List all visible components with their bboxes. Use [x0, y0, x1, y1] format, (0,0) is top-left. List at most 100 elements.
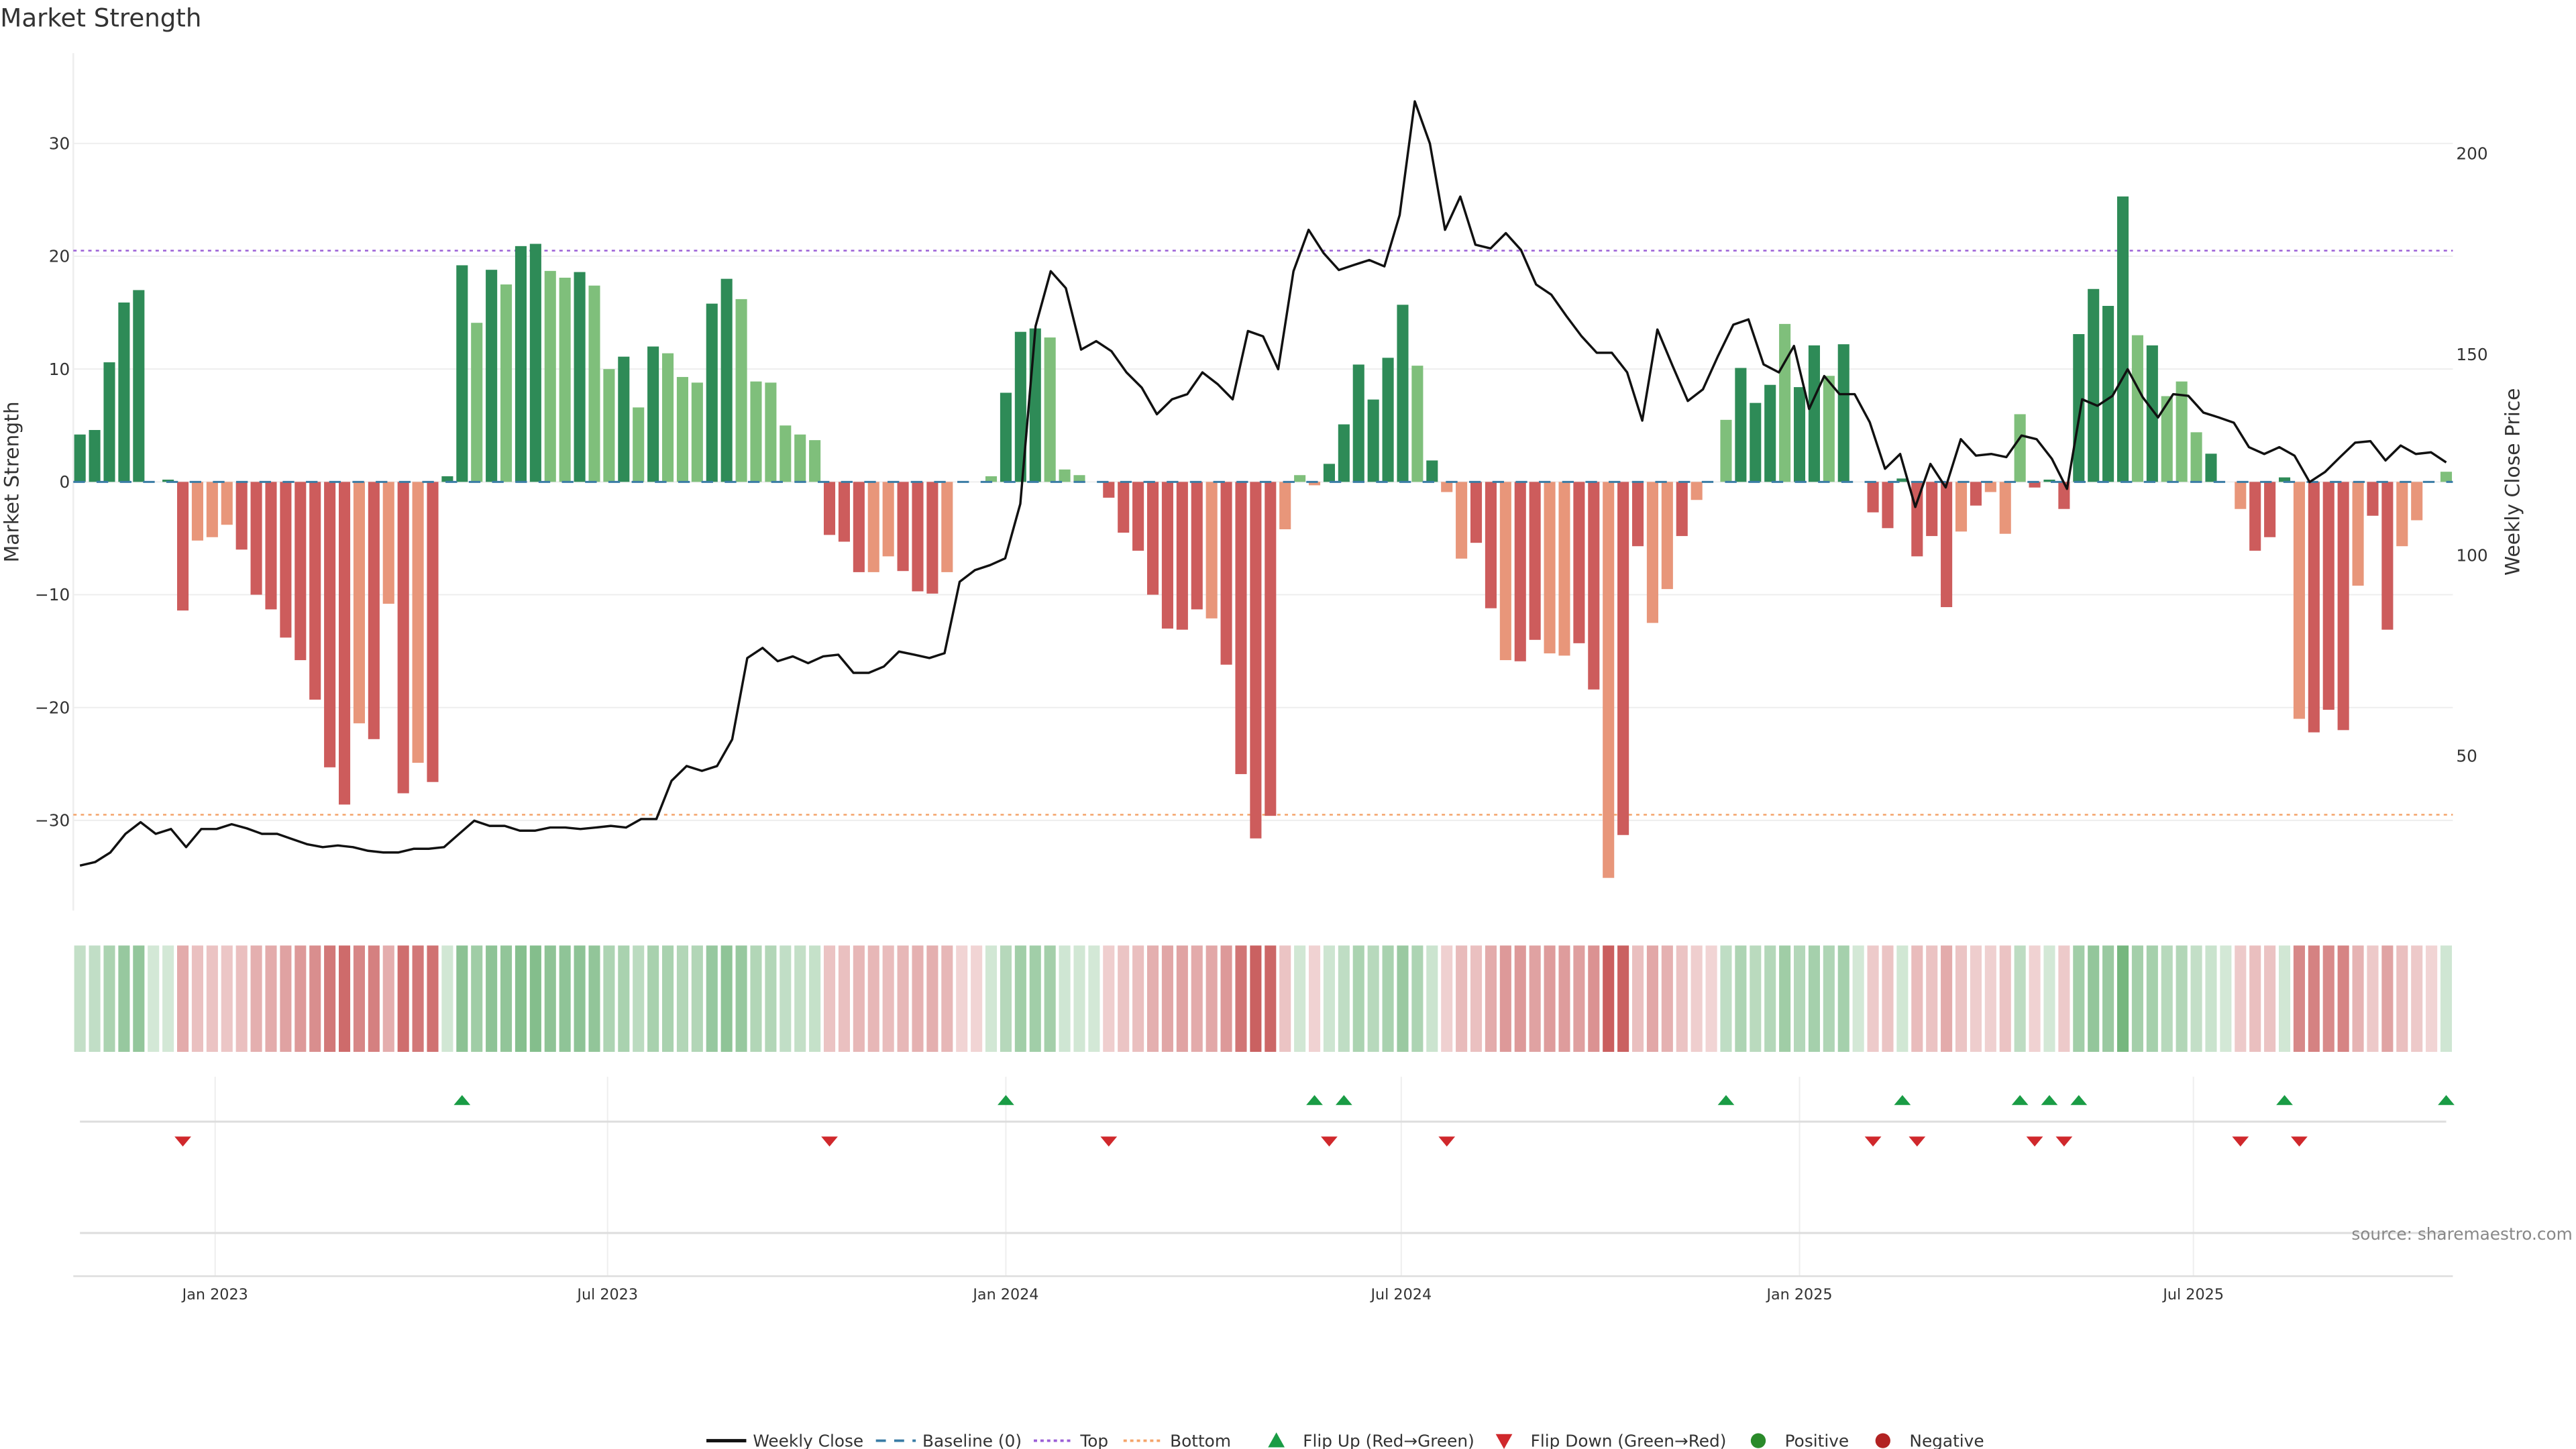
flip-up-marker: [1717, 1095, 1735, 1106]
strip-cell: [2381, 945, 2394, 1052]
x-tick-label: Jul 2024: [1369, 1286, 1432, 1303]
strength-bar: [397, 482, 409, 794]
strength-bar: [1176, 482, 1188, 630]
strength-bar: [2146, 345, 2158, 482]
strength-bar: [471, 323, 483, 482]
legend-item: Weekly Close: [706, 1431, 863, 1449]
strength-bar: [1308, 482, 1321, 486]
strength-bar: [294, 482, 307, 661]
strength-bar: [338, 482, 351, 805]
strength-bar: [1132, 482, 1144, 551]
strength-bar: [412, 482, 424, 763]
strength-bar: [1573, 482, 1585, 643]
strip-cell: [2116, 945, 2129, 1052]
y-tick-label: 0: [60, 472, 70, 492]
strength-bar: [676, 376, 688, 482]
strip-cell: [603, 945, 615, 1052]
strip-cell: [1852, 945, 1864, 1052]
strength-bar: [2043, 479, 2055, 482]
strength-bar: [456, 265, 468, 482]
strip-cell: [1882, 945, 1894, 1052]
strength-bar: [1690, 482, 1703, 500]
strip-cell: [1029, 945, 1041, 1052]
strip-cell: [720, 945, 733, 1052]
strength-bar: [1955, 482, 1968, 532]
strength-bar: [882, 482, 894, 557]
strength-bar: [1044, 337, 1056, 482]
strength-bar: [574, 272, 586, 482]
strip-cell: [324, 945, 336, 1052]
strength-bar: [2088, 288, 2100, 482]
flip-up-marker: [1335, 1095, 1352, 1106]
flip-down-marker: [821, 1136, 838, 1147]
strength-bar: [1146, 482, 1159, 595]
y-tick-label: 20: [49, 247, 70, 266]
strip-cell: [2073, 945, 2085, 1052]
strip-cell: [1426, 945, 1438, 1052]
strength-bar: [486, 270, 498, 482]
strength-bar: [176, 482, 189, 611]
y-tick-label: −30: [35, 811, 70, 830]
strip-cell: [2278, 945, 2291, 1052]
legend-label: Positive: [1785, 1431, 1849, 1449]
strip-cell: [1499, 945, 1511, 1052]
regime-strip: [74, 945, 2453, 1052]
y-tick-label: −20: [35, 698, 70, 717]
strip-cell: [544, 945, 556, 1052]
strength-bar: [2337, 482, 2349, 731]
strength-bar: [1073, 475, 1085, 482]
strip-cell: [1397, 945, 1409, 1052]
strength-bar: [633, 407, 645, 482]
strength-bar: [2014, 414, 2026, 482]
strip-cell: [691, 945, 703, 1052]
strength-bar: [1367, 399, 1379, 482]
strip-cell: [853, 945, 865, 1052]
flip-down-marker: [2291, 1136, 2308, 1147]
flip-down-marker: [1100, 1136, 1118, 1147]
strip-cell: [1059, 945, 1071, 1052]
strength-bar: [1529, 482, 1541, 640]
strip-cell: [1146, 945, 1159, 1052]
strip-cell: [1338, 945, 1350, 1052]
legend-label: Weekly Close: [753, 1431, 863, 1449]
strip-cell: [1044, 945, 1056, 1052]
strength-bar: [280, 482, 292, 638]
strength-bar: [1250, 482, 1262, 839]
strip-cell: [1485, 945, 1497, 1052]
y-axis-ticks: −30 −20 −10 0 10 20 30 50 100 150 200: [35, 133, 2488, 830]
strength-bar: [794, 434, 806, 482]
legend-item: Flip Up (Red→Green): [1268, 1431, 1474, 1449]
strength-bar: [2381, 482, 2394, 630]
strip-cell: [1323, 945, 1335, 1052]
strip-cell: [2220, 945, 2232, 1052]
strength-bar: [1984, 482, 1996, 492]
strip-cell: [1279, 945, 1291, 1052]
strength-bar: [1970, 482, 1982, 506]
strip-cell: [765, 945, 777, 1052]
legend-item: Negative: [1875, 1431, 1984, 1449]
strength-bar: [162, 479, 174, 482]
strip-cell: [2235, 945, 2247, 1052]
strength-bar: [1735, 368, 1747, 482]
strength-bar: [265, 482, 277, 610]
strength-bar: [1750, 402, 1762, 482]
strength-bar: [691, 382, 703, 482]
strip-cell: [427, 945, 439, 1052]
strength-bar: [2411, 482, 2423, 521]
strip-cell: [89, 945, 101, 1052]
legend-label: Flip Up (Red→Green): [1303, 1431, 1474, 1449]
strip-cell: [1088, 945, 1100, 1052]
strength-bar: [2176, 381, 2188, 482]
strip-cell: [1294, 945, 1306, 1052]
strength-bar: [529, 244, 541, 482]
strength-bar: [1588, 482, 1600, 690]
strip-cell: [382, 945, 394, 1052]
strength-bar: [1617, 482, 1629, 835]
strip-cell: [1000, 945, 1012, 1052]
strip-cell: [1646, 945, 1658, 1052]
strength-bar: [118, 302, 130, 482]
strength-bar: [133, 290, 145, 482]
strength-bar: [838, 482, 850, 542]
flip-up-marker: [998, 1095, 1014, 1106]
strip-cell: [1308, 945, 1321, 1052]
